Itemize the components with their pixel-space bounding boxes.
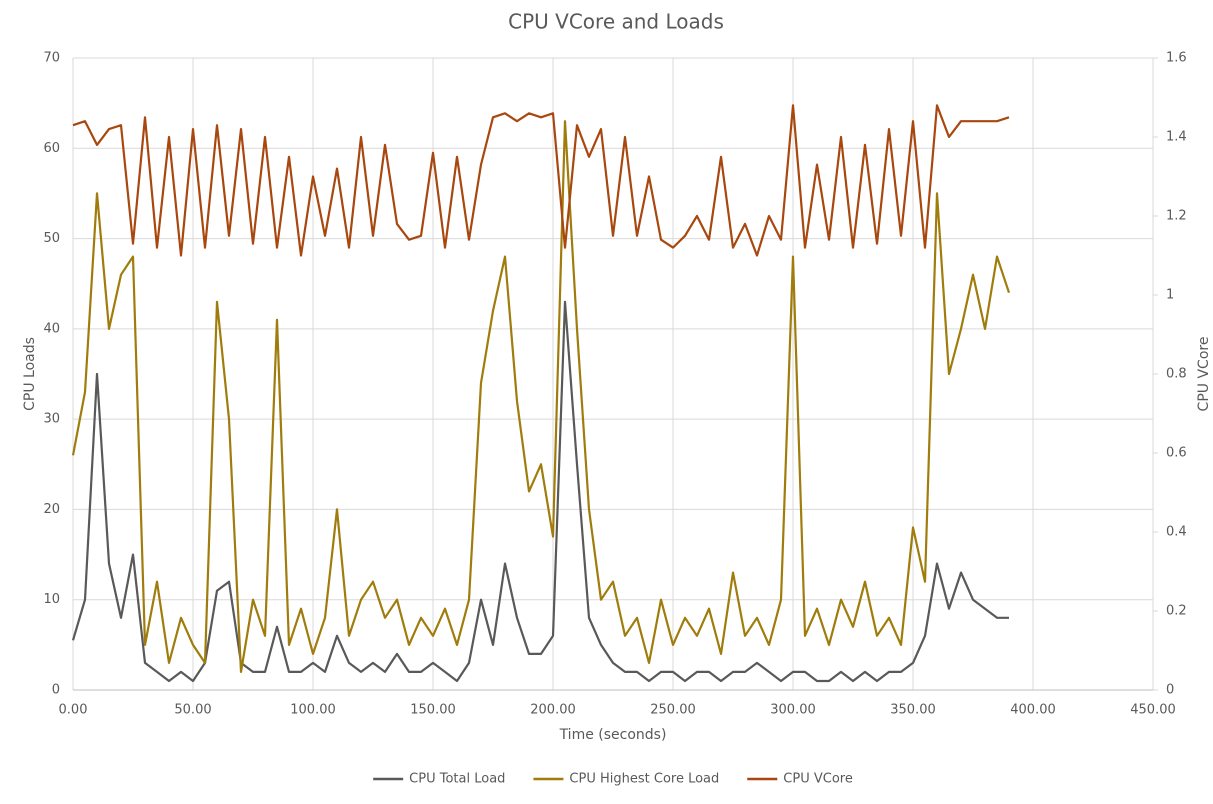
y2-tick-label: 0 — [1166, 683, 1174, 698]
series-line — [71, 300, 1009, 683]
y-tick-label: 0 — [52, 683, 60, 698]
y2-tick-label: 1.4 — [1166, 130, 1187, 145]
x-tick-label: 150.00 — [410, 703, 456, 718]
y2-tick-label: 0.4 — [1166, 525, 1187, 540]
x-tick-label: 300.00 — [770, 703, 816, 718]
chart-title: CPU VCore and Loads — [508, 10, 724, 34]
y-tick-label: 20 — [43, 502, 60, 517]
legend-label: CPU VCore — [783, 772, 853, 787]
y2-tick-label: 1.6 — [1166, 51, 1187, 66]
x-tick-label: 400.00 — [1010, 703, 1056, 718]
series-line — [72, 104, 1010, 257]
y2-tick-label: 1.2 — [1166, 209, 1187, 224]
legend-label: CPU Total Load — [409, 772, 505, 787]
legend-label: CPU Highest Core Load — [569, 772, 719, 787]
y-tick-label: 10 — [43, 592, 60, 607]
y-tick-label: 40 — [43, 321, 60, 336]
y-axis-title: CPU Loads — [22, 337, 38, 411]
y-tick-label: 50 — [43, 231, 60, 246]
y2-tick-label: 1 — [1166, 288, 1174, 303]
x-tick-label: 200.00 — [530, 703, 576, 718]
y2-tick-label: 0.2 — [1166, 604, 1187, 619]
y-tick-label: 60 — [43, 141, 60, 156]
x-tick-label: 50.00 — [174, 703, 211, 718]
y-tick-label: 70 — [43, 51, 60, 66]
x-tick-label: 250.00 — [650, 703, 696, 718]
x-tick-label: 450.00 — [1130, 703, 1176, 718]
series-line — [71, 120, 1011, 673]
x-tick-label: 0.00 — [59, 703, 88, 718]
x-tick-label: 350.00 — [890, 703, 936, 718]
y2-tick-label: 0.6 — [1166, 446, 1187, 461]
y-tick-label: 30 — [43, 412, 60, 427]
y2-tick-label: 0.8 — [1166, 367, 1187, 382]
x-tick-label: 100.00 — [290, 703, 336, 718]
x-axis-title: Time (seconds) — [559, 727, 667, 743]
y2-axis-title: CPU VCore — [1196, 337, 1212, 412]
